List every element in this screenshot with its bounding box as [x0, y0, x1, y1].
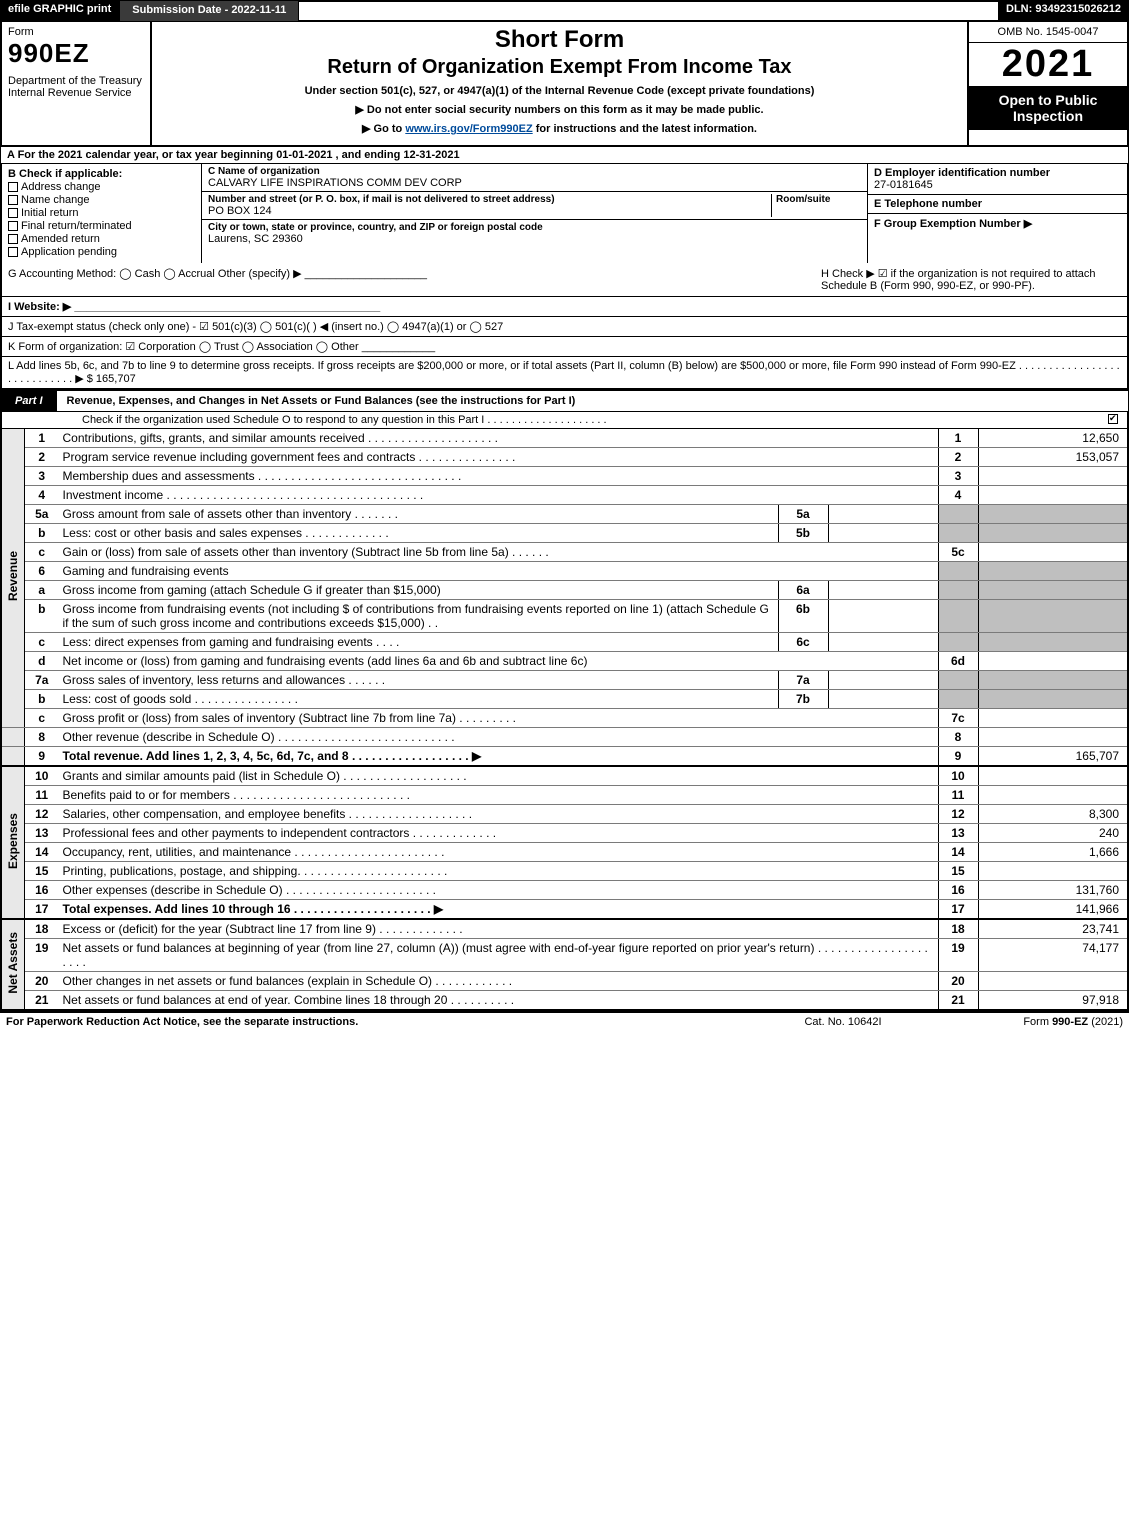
- side-netassets: Net Assets: [1, 919, 25, 1010]
- d-label: D Employer identification number: [874, 167, 1121, 179]
- omb-number: OMB No. 1545-0047: [969, 22, 1127, 43]
- b-title: B Check if applicable:: [8, 168, 195, 180]
- e-phone-box: E Telephone number: [868, 195, 1127, 214]
- ssn-warning: ▶ Do not enter social security numbers o…: [160, 103, 959, 116]
- col-b: B Check if applicable: Address change Na…: [2, 164, 202, 263]
- c-city-box: City or town, state or province, country…: [202, 220, 867, 247]
- lines-table: Revenue 1Contributions, gifts, grants, a…: [0, 429, 1129, 1011]
- f-label: F Group Exemption Number ▶: [874, 218, 1032, 230]
- chk-application-pending[interactable]: Application pending: [8, 246, 195, 258]
- goto-line: ▶ Go to www.irs.gov/Form990EZ for instru…: [160, 122, 959, 135]
- short-form-title: Short Form: [160, 26, 959, 54]
- header-right: OMB No. 1545-0047 2021 Open to Public In…: [967, 22, 1127, 145]
- footer-left: For Paperwork Reduction Act Notice, see …: [6, 1016, 743, 1028]
- part-i-tab: Part I: [1, 391, 57, 411]
- c-city-label: City or town, state or province, country…: [208, 222, 861, 233]
- l1-num: 1: [25, 429, 59, 448]
- tax-year: 2021: [969, 43, 1127, 86]
- g-accounting: G Accounting Method: ◯ Cash ◯ Accrual Ot…: [8, 267, 821, 292]
- part-i-checkbox[interactable]: [1108, 414, 1118, 424]
- h-check: H Check ▶ ☑ if the organization is not r…: [821, 267, 1121, 292]
- col-c: C Name of organization CALVARY LIFE INSP…: [202, 164, 867, 263]
- form-word: Form: [8, 26, 144, 38]
- part-i-check-text: Check if the organization used Schedule …: [82, 414, 1108, 426]
- l1-text: Contributions, gifts, grants, and simila…: [59, 429, 939, 448]
- section-bcdef: B Check if applicable: Address change Na…: [0, 164, 1129, 263]
- f-group-box: F Group Exemption Number ▶: [868, 214, 1127, 233]
- part-i-title: Revenue, Expenses, and Changes in Net As…: [57, 395, 1128, 407]
- side-expenses: Expenses: [1, 766, 25, 919]
- d-ein-box: D Employer identification number 27-0181…: [868, 164, 1127, 195]
- open-to-public: Open to Public Inspection: [969, 86, 1127, 130]
- submission-date: Submission Date - 2022-11-11: [119, 0, 299, 22]
- footer-right: Form 990-EZ (2021): [943, 1016, 1123, 1028]
- side-revenue: Revenue: [1, 429, 25, 728]
- c-name-box: C Name of organization CALVARY LIFE INSP…: [202, 164, 867, 192]
- form-subtitle: Under section 501(c), 527, or 4947(a)(1)…: [160, 85, 959, 97]
- org-name: CALVARY LIFE INSPIRATIONS COMM DEV CORP: [208, 177, 861, 189]
- footer-cat: Cat. No. 10642I: [743, 1016, 943, 1028]
- j-tax-exempt: J Tax-exempt status (check only one) - ☑…: [0, 317, 1129, 337]
- c-street-box: Number and street (or P. O. box, if mail…: [202, 192, 867, 220]
- l-gross-receipts: L Add lines 5b, 6c, and 7b to line 9 to …: [0, 357, 1129, 390]
- e-label: E Telephone number: [874, 198, 1121, 210]
- i-website: I Website: ▶ ___________________________…: [0, 297, 1129, 317]
- header-middle: Short Form Return of Organization Exempt…: [152, 22, 967, 145]
- part-i-header: Part I Revenue, Expenses, and Changes in…: [0, 390, 1129, 412]
- form-number: 990EZ: [8, 38, 144, 69]
- line-a: A For the 2021 calendar year, or tax yea…: [0, 147, 1129, 164]
- room-label: Room/suite: [776, 194, 861, 205]
- l1-amt: 12,650: [978, 429, 1128, 448]
- c-name-label: C Name of organization: [208, 166, 861, 177]
- org-street: PO BOX 124: [208, 205, 771, 217]
- l1-ln: 1: [938, 429, 978, 448]
- top-bar: efile GRAPHIC print Submission Date - 20…: [0, 0, 1129, 22]
- page-footer: For Paperwork Reduction Act Notice, see …: [0, 1011, 1129, 1031]
- topbar-spacer: [299, 0, 998, 22]
- efile-label: efile GRAPHIC print: [0, 0, 119, 22]
- chk-address-change[interactable]: Address change: [8, 181, 195, 193]
- form-header: Form 990EZ Department of the Treasury In…: [0, 22, 1129, 147]
- goto-post: for instructions and the latest informat…: [533, 123, 757, 135]
- part-i-check-row: Check if the organization used Schedule …: [0, 412, 1129, 429]
- chk-amended-return[interactable]: Amended return: [8, 233, 195, 245]
- c-street-label: Number and street (or P. O. box, if mail…: [208, 194, 771, 205]
- chk-name-change[interactable]: Name change: [8, 194, 195, 206]
- chk-initial-return[interactable]: Initial return: [8, 207, 195, 219]
- k-org-form: K Form of organization: ☑ Corporation ◯ …: [0, 337, 1129, 357]
- ein-value: 27-0181645: [874, 179, 1121, 191]
- dln-label: DLN: 93492315026212: [998, 0, 1129, 22]
- header-left: Form 990EZ Department of the Treasury In…: [2, 22, 152, 145]
- col-def: D Employer identification number 27-0181…: [867, 164, 1127, 263]
- row-g-h: G Accounting Method: ◯ Cash ◯ Accrual Ot…: [0, 263, 1129, 297]
- irs-link[interactable]: www.irs.gov/Form990EZ: [405, 123, 532, 135]
- chk-final-return[interactable]: Final return/terminated: [8, 220, 195, 232]
- goto-pre: ▶ Go to: [362, 123, 405, 135]
- org-city: Laurens, SC 29360: [208, 233, 861, 245]
- department-label: Department of the Treasury Internal Reve…: [8, 75, 144, 99]
- form-title: Return of Organization Exempt From Incom…: [160, 56, 959, 79]
